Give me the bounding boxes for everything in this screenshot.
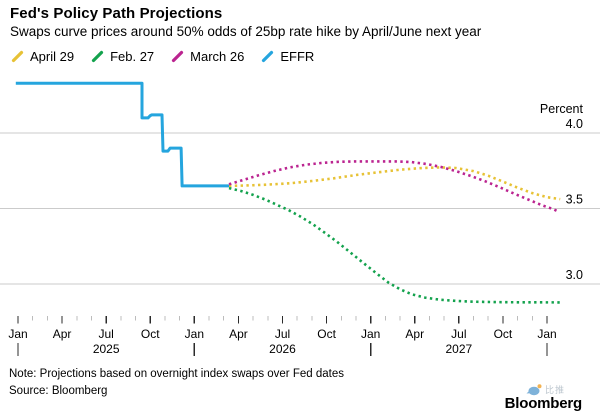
x-axis-month-label: Apr (53, 327, 72, 341)
legend-swatch-icon (262, 50, 274, 63)
legend-label: April 29 (30, 49, 75, 64)
legend-swatch-icon (11, 50, 24, 63)
y-axis-tick-label: 4.0 (566, 117, 583, 131)
series-line-effr (15, 81, 229, 188)
legend-label: Feb. 27 (110, 49, 155, 64)
legend-swatch-icon (91, 50, 104, 63)
x-axis-month-label: Jan (361, 327, 380, 341)
x-axis-year-label: 2025 (93, 342, 120, 356)
series-line-april-29 (228, 166, 561, 201)
x-axis-month-label: Apr (229, 327, 248, 341)
x-axis-month-label: Apr (405, 327, 424, 341)
y-axis-tick-label: 3.5 (566, 193, 583, 207)
legend-item: EFFR (260, 49, 314, 64)
series-line-feb-27 (228, 186, 561, 304)
bloomberg-logo: Bloomberg (504, 395, 583, 412)
legend-item: March 26 (170, 49, 244, 64)
x-axis-month-label: Oct (141, 327, 160, 341)
x-axis-month-label: Jul (98, 327, 113, 341)
x-axis-month-label: Jul (275, 327, 290, 341)
series-line-march-26 (228, 160, 560, 213)
watermark: 比推 (526, 383, 565, 396)
chart-legend: April 29 Feb. 27 March 26 EFFR (10, 49, 314, 64)
legend-label: March 26 (190, 49, 245, 64)
x-axis-month-label: Jan (8, 327, 27, 341)
chart-note: Note: Projections based on overnight ind… (9, 368, 344, 380)
y-axis-tick-label: 3.0 (566, 268, 583, 282)
chart-subtitle: Swaps curve prices around 50% odds of 25… (10, 24, 482, 39)
legend-swatch-icon (172, 50, 184, 63)
x-axis-month-label: Oct (494, 327, 513, 341)
watermark-bird-icon (526, 384, 542, 396)
watermark-text: 比推 (545, 385, 566, 395)
legend-item: Feb. 27 (90, 49, 154, 64)
x-axis-year-label: 2026 (269, 342, 296, 356)
x-axis-year-label: 2027 (445, 342, 472, 356)
legend-label: EFFR (280, 49, 315, 64)
y-axis-unit-label: Percent (540, 102, 584, 116)
legend-item: April 29 (10, 49, 74, 64)
x-axis-month-label: Jan (185, 327, 204, 341)
x-axis-month-label: Oct (317, 327, 336, 341)
x-axis-month-label: Jan (537, 327, 556, 341)
chart-source: Source: Bloomberg (9, 385, 108, 397)
x-axis-month-label: Jul (451, 327, 466, 341)
page-title: Fed's Policy Path Projections (10, 5, 223, 22)
